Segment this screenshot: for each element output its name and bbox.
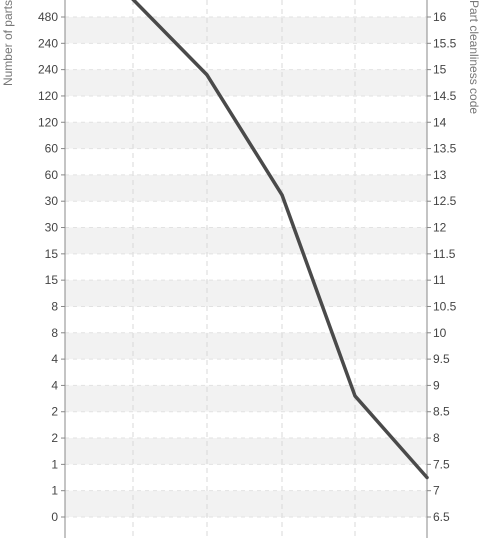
right-tick-label: 12.5	[433, 194, 457, 208]
left-tick-label: 0	[51, 510, 58, 524]
left-tick-label: 60	[45, 168, 59, 182]
left-axis-ticks: 480 240 240 120 120 60 60 30 30 15 15 8 8 4 4 2 2 1 1 0	[38, 10, 65, 524]
right-axis-ticks: 16 15.5 15 14.5 14 13.5 13 12.5 12 11.5 11 10.5 10 9.…	[427, 10, 457, 524]
right-tick-label: 12	[433, 221, 447, 235]
left-tick-label: 1	[51, 457, 58, 471]
background-band	[65, 438, 427, 464]
left-tick-label: 4	[51, 352, 58, 366]
background-band	[65, 70, 427, 96]
background-band	[65, 385, 427, 411]
right-tick-label: 11.5	[433, 247, 456, 261]
left-tick-label: 240	[38, 36, 58, 50]
left-tick-label: 30	[45, 221, 59, 235]
right-tick-label: 11	[433, 273, 446, 287]
background-band	[65, 280, 427, 306]
left-tick-label: 2	[51, 405, 58, 419]
left-tick-label: 15	[45, 247, 59, 261]
left-tick-label: 1	[51, 484, 58, 498]
left-tick-label: 8	[51, 299, 58, 313]
background-bands	[65, 17, 427, 517]
right-tick-label: 15.5	[433, 36, 457, 50]
right-tick-label: 6.5	[433, 510, 450, 524]
right-tick-label: 9	[433, 378, 440, 392]
right-tick-label: 16	[433, 10, 447, 24]
background-band	[65, 491, 427, 517]
right-tick-label: 7	[433, 484, 440, 498]
right-tick-label: 10	[433, 326, 447, 340]
right-tick-label: 8	[433, 431, 440, 445]
right-tick-label: 7.5	[433, 457, 450, 471]
background-band	[65, 333, 427, 359]
right-tick-label: 13.5	[433, 142, 457, 156]
left-tick-label: 60	[45, 142, 59, 156]
right-tick-label: 14	[433, 115, 447, 129]
left-tick-label: 30	[45, 194, 59, 208]
right-tick-label: 10.5	[433, 299, 457, 313]
left-tick-label: 120	[38, 115, 58, 129]
left-tick-label: 4	[51, 378, 58, 392]
left-tick-label: 480	[38, 10, 58, 24]
background-band	[65, 175, 427, 201]
right-tick-label: 8.5	[433, 405, 450, 419]
left-tick-label: 8	[51, 326, 58, 340]
left-tick-label: 15	[45, 273, 59, 287]
left-tick-label: 2	[51, 431, 58, 445]
left-tick-label: 120	[38, 89, 58, 103]
left-axis-title: Number of parts	[1, 0, 15, 86]
right-axis-title: Part cleanliness code	[467, 0, 481, 114]
right-tick-label: 9.5	[433, 352, 450, 366]
right-tick-label: 13	[433, 168, 447, 182]
background-band	[65, 228, 427, 254]
background-band	[65, 17, 427, 43]
left-tick-label: 240	[38, 63, 58, 77]
right-tick-label: 15	[433, 63, 447, 77]
right-tick-label: 14.5	[433, 89, 457, 103]
